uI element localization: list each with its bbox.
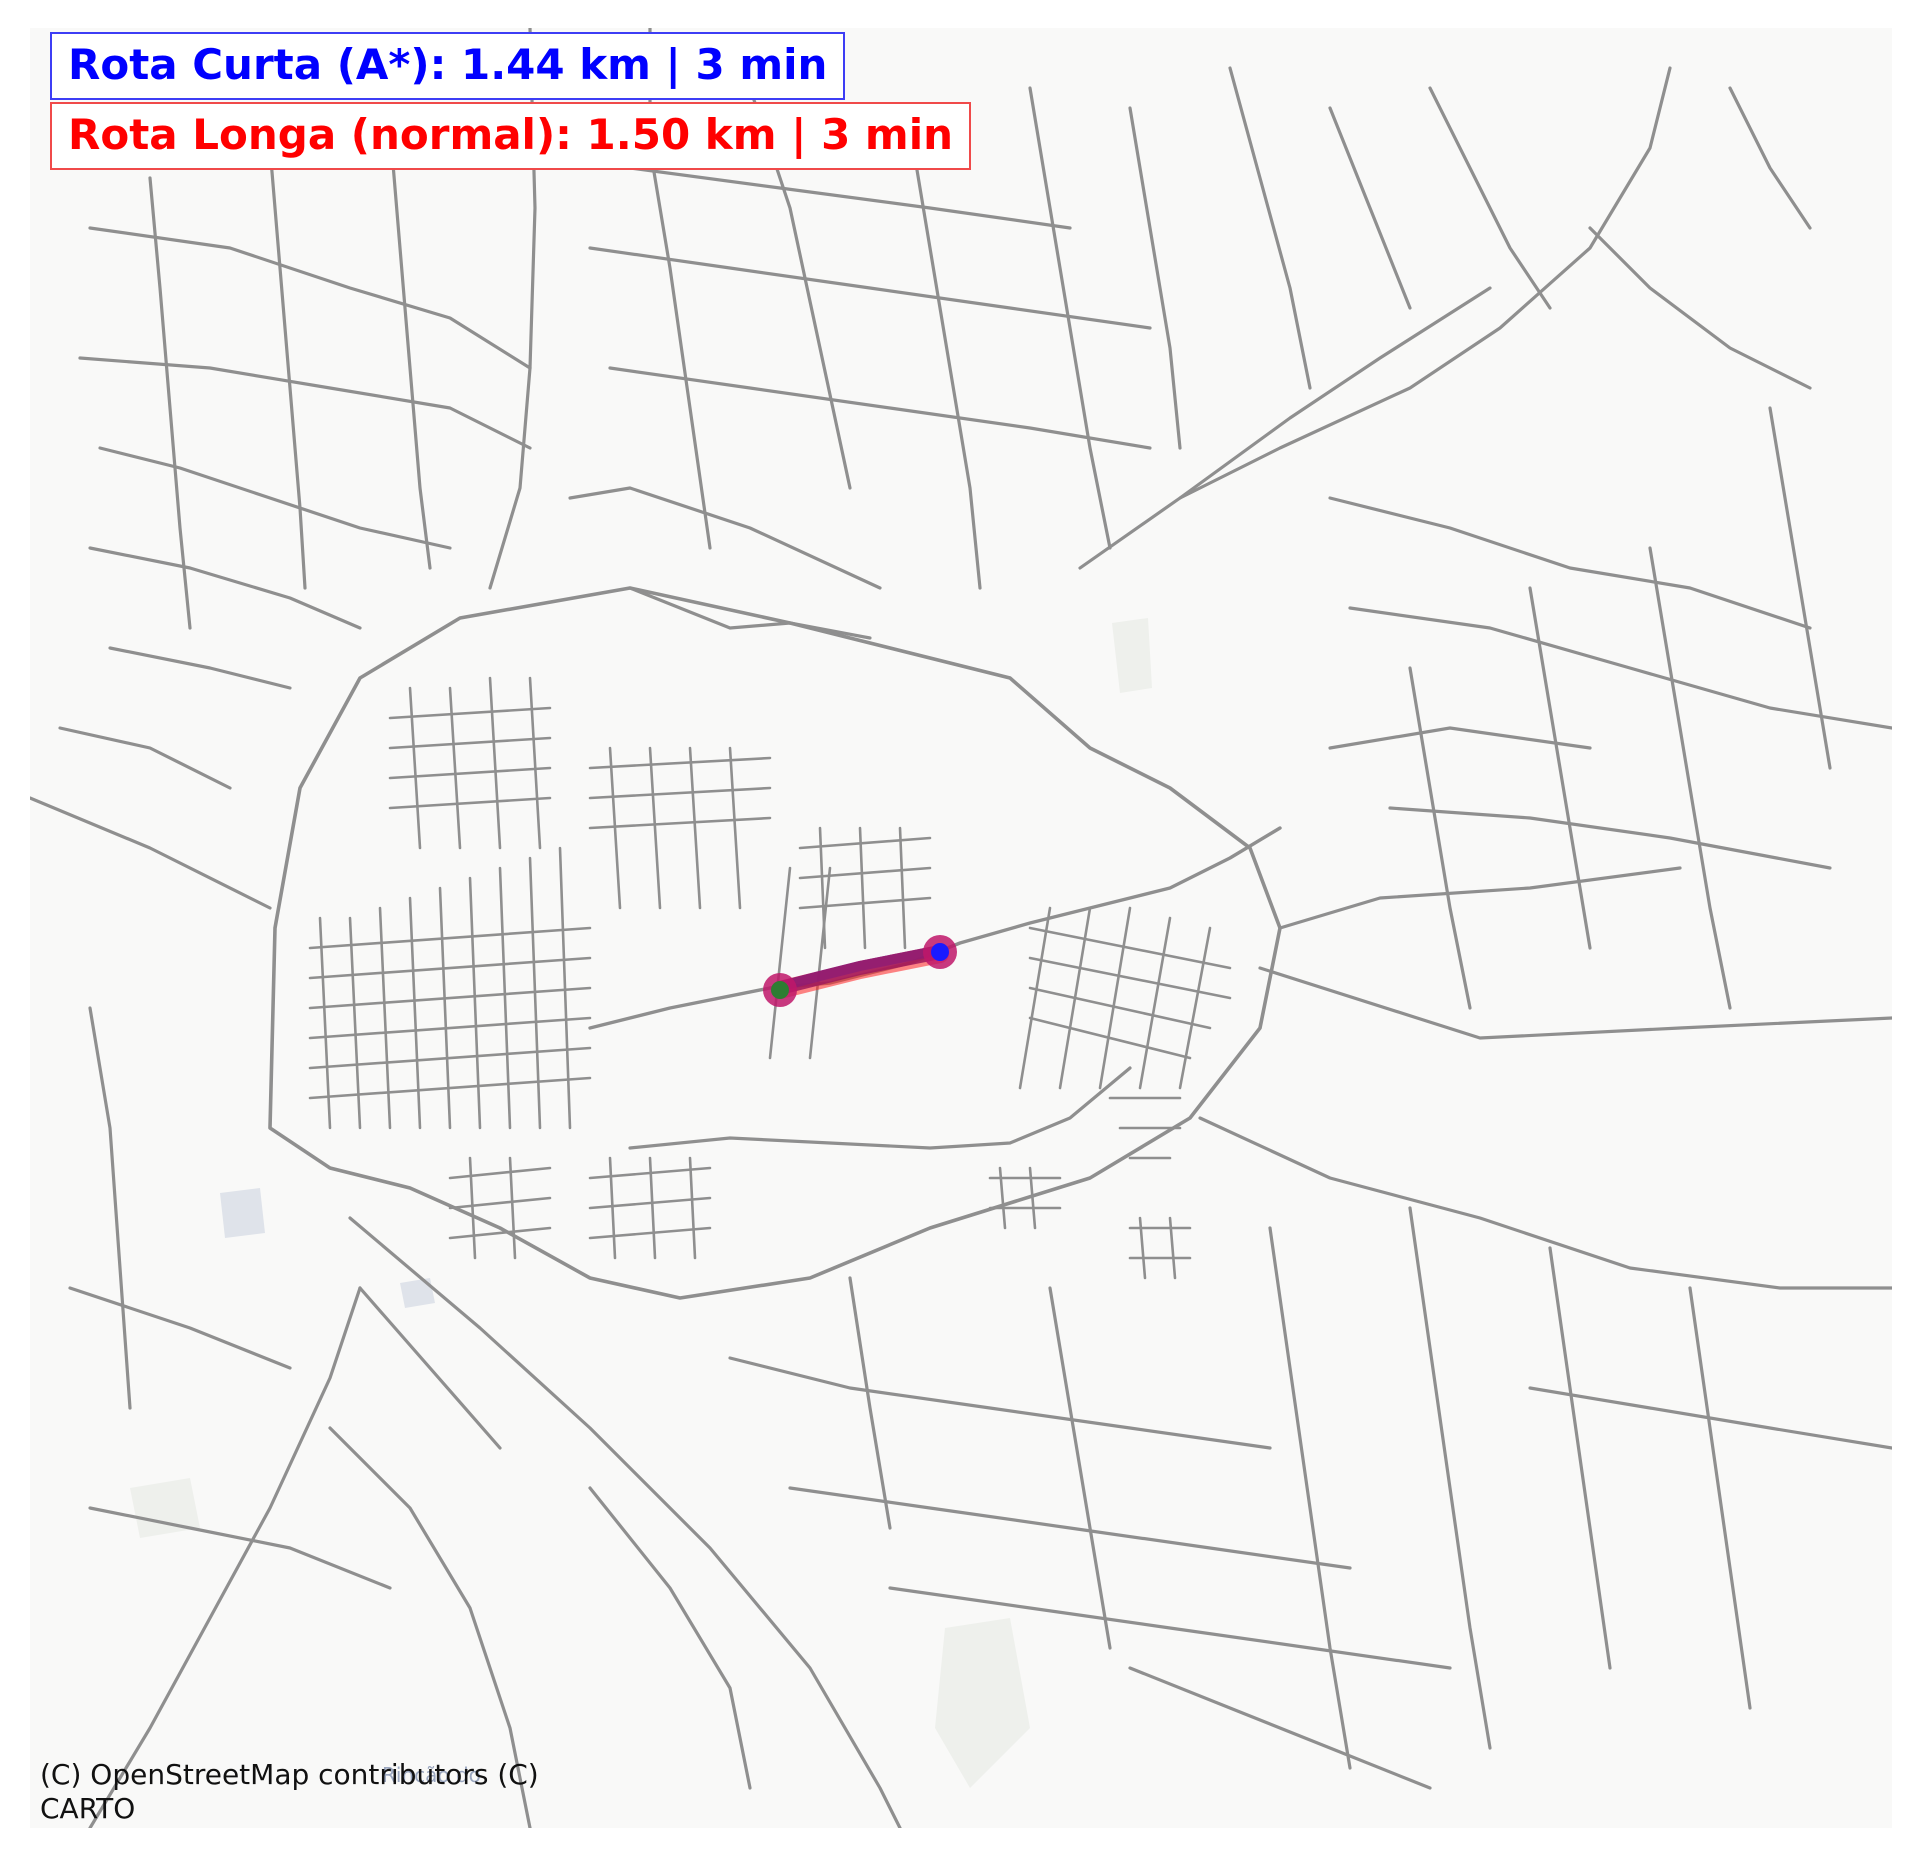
highway-southwest	[88, 1286, 362, 1828]
city-grid	[308, 676, 1232, 1280]
basemap-areas	[130, 618, 1152, 1788]
attribution-line-2: CARTO	[40, 1792, 136, 1825]
highway-east	[1258, 966, 1892, 1040]
legend-long-route: Rota Longa (normal): 1.50 km | 3 min	[50, 102, 971, 170]
central-arterial	[588, 826, 1282, 1030]
map-frame[interactable]: Rincão do	[30, 28, 1892, 1828]
attribution-line-1: (C) OpenStreetMap contributors (C)	[40, 1758, 539, 1791]
highway-southeast	[348, 1216, 902, 1828]
map-attribution: (C) OpenStreetMap contributors (C) CARTO	[40, 1758, 539, 1826]
legend-short-route: Rota Curta (A*): 1.44 km | 3 min	[50, 32, 846, 100]
road-network	[30, 28, 1892, 1828]
basemap-place-label: Rincão do	[382, 1763, 481, 1787]
road-network-map[interactable]	[30, 28, 1892, 1828]
destination-marker-icon	[931, 943, 949, 961]
route-overlap-line	[773, 945, 947, 995]
routes-overlay	[771, 945, 949, 999]
route-markers	[763, 935, 957, 1007]
highway-northeast	[1078, 66, 1672, 570]
ring-road	[268, 586, 1282, 1300]
highway-west	[30, 796, 272, 910]
origin-marker-icon	[771, 981, 789, 999]
